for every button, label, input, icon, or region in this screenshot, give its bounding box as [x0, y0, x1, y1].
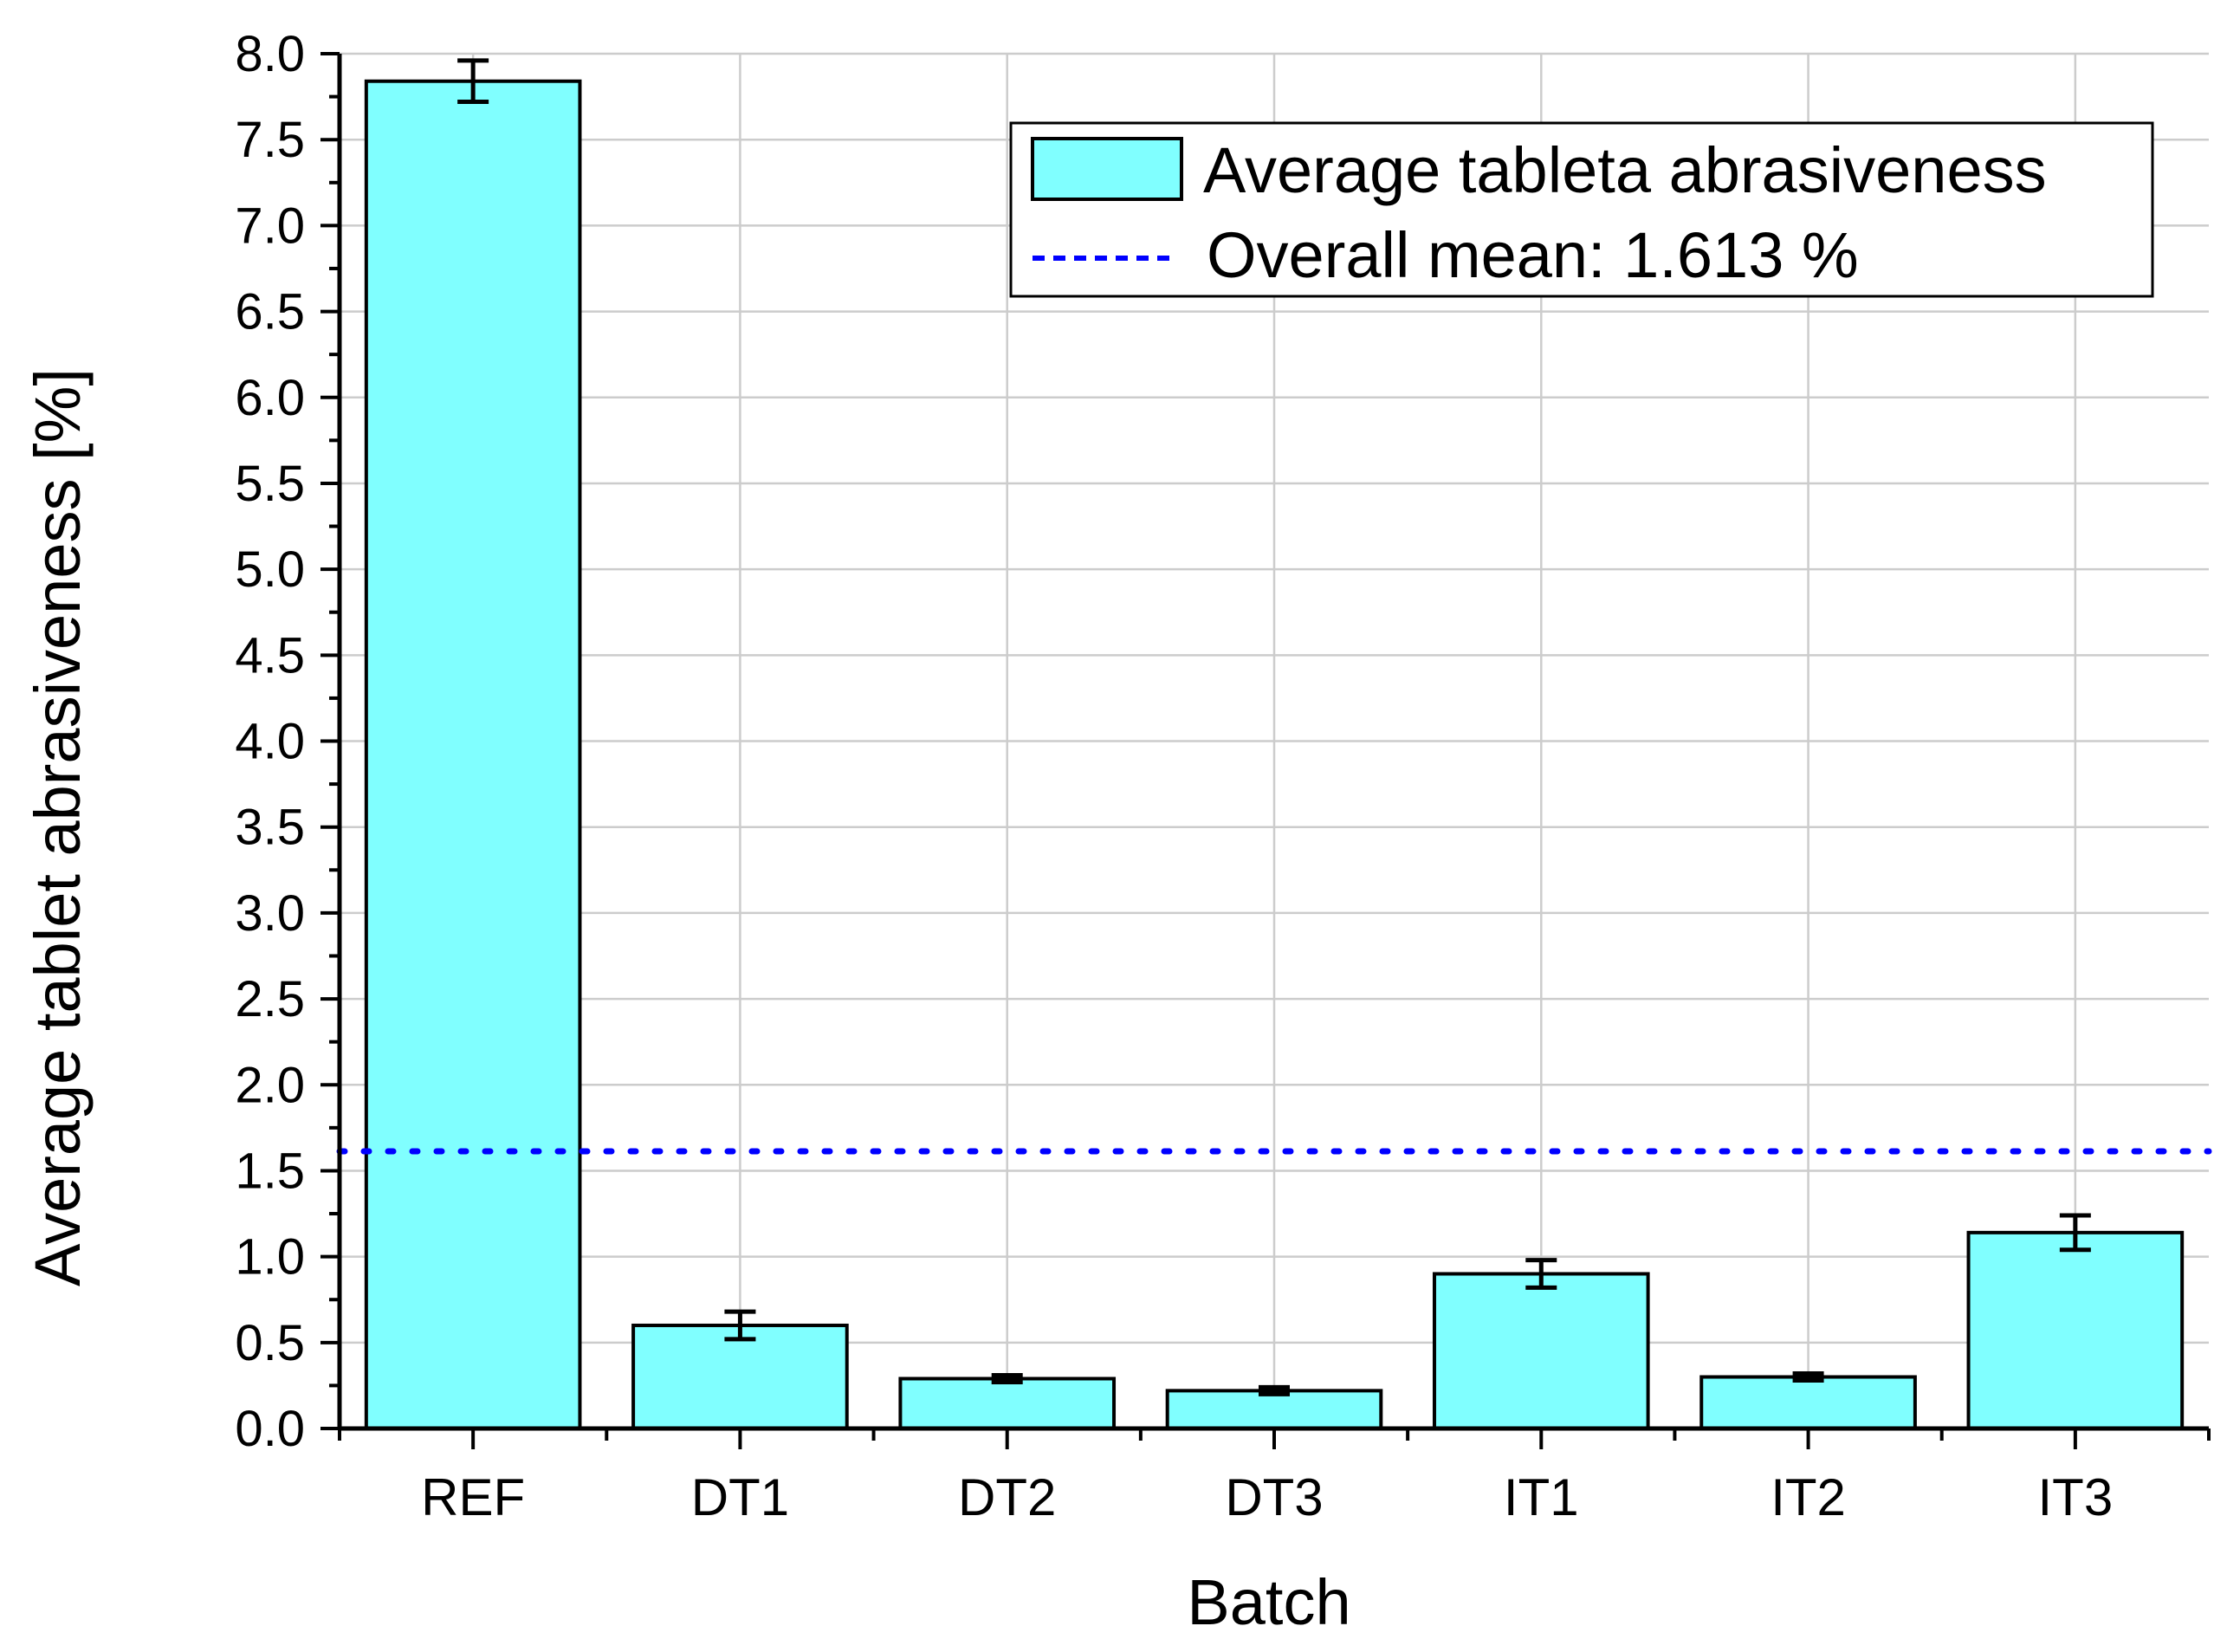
legend-bar-swatch: [1031, 137, 1183, 201]
x-tick-label-it1: IT1: [1504, 1468, 1579, 1526]
y-tick-label: 2.0: [235, 1057, 305, 1113]
bar-it3: [1966, 1230, 2185, 1431]
x-tick-label-dt1: DT1: [691, 1468, 789, 1526]
bar-dt2: [898, 1377, 1117, 1430]
x-tick-label-dt3: DT3: [1225, 1468, 1323, 1526]
y-tick-label: 5.0: [235, 541, 305, 598]
y-tick-label: 4.0: [235, 714, 305, 770]
legend-box: [1009, 121, 2154, 298]
x-tick-labels: REF DT1 DT2 DT3 IT1 IT2 IT3: [421, 1468, 2113, 1526]
legend-bar-label: Average tableta abrasiveness: [1203, 134, 2047, 206]
y-tick-label: 7.0: [235, 198, 305, 254]
y-tick-label: 5.5: [235, 456, 305, 512]
y-tick-label: 4.5: [235, 627, 305, 683]
x-tick-label-it3: IT3: [2038, 1468, 2114, 1526]
error-bars: [457, 58, 2091, 1396]
x-tick-label-it2: IT2: [1771, 1468, 1846, 1526]
bar-it1: [1432, 1272, 1650, 1431]
legend-mean-label: Overall mean: 1.613 %: [1207, 219, 1859, 291]
y-tick-label: 2.5: [235, 971, 305, 1027]
error-bar-dt2: [991, 1373, 1023, 1384]
y-tick-label: 1.5: [235, 1143, 305, 1199]
y-tick-label: 1.0: [235, 1229, 305, 1286]
y-tick-label: 6.0: [235, 370, 305, 426]
error-bar-it3: [2059, 1213, 2091, 1253]
error-bar-it2: [1792, 1371, 1824, 1383]
x-tick-label-dt2: DT2: [958, 1468, 1056, 1526]
error-bar-dt3: [1259, 1384, 1290, 1396]
y-tick-label: 6.5: [235, 284, 305, 340]
x-axis-title: Batch: [1187, 1566, 1350, 1638]
error-bar-ref: [457, 58, 489, 105]
y-tick-label: 7.5: [235, 112, 305, 168]
bars: [364, 79, 2185, 1431]
bar-dt1: [631, 1323, 849, 1430]
x-tick-label-ref: REF: [421, 1468, 525, 1526]
y-tick-label: 0.0: [235, 1401, 305, 1457]
axes: [320, 52, 2211, 1449]
y-tick-label: 8.0: [235, 26, 305, 82]
bar-dt3: [1165, 1389, 1383, 1431]
y-tick-label: 0.5: [235, 1315, 305, 1371]
y-tick-labels: 0.0 0.5 1.0 1.5 2.0 2.5 3.0 3.5 4.0 4.5 5.0 5.5 6.0 6…: [235, 26, 305, 1457]
y-tick-label: 3.5: [235, 800, 305, 856]
legend: Average tableta abrasiveness Overall mea…: [1009, 121, 2154, 298]
bar-ref: [364, 79, 582, 1431]
y-axis-title: Average tablet abrasiveness [%]: [22, 368, 94, 1286]
error-bar-it1: [1525, 1258, 1557, 1290]
error-bar-dt1: [724, 1309, 756, 1342]
y-tick-label: 3.0: [235, 885, 305, 942]
bar-it2: [1699, 1375, 1917, 1431]
